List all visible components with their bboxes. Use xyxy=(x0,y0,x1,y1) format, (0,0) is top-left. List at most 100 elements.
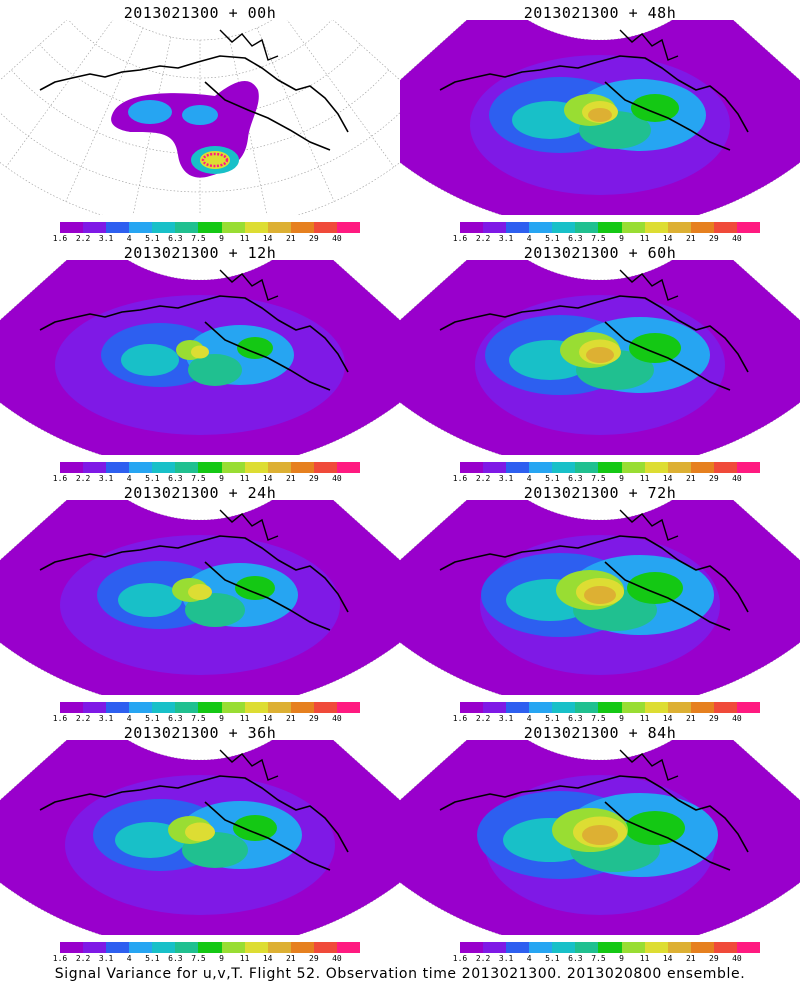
scale-label: 29 xyxy=(309,954,319,963)
color-swatch xyxy=(313,462,337,473)
color-swatch xyxy=(529,942,553,953)
color-swatch xyxy=(221,702,245,713)
scale-label: 2.2 xyxy=(75,714,91,723)
color-scale-labels: 1.6 2.2 3.1 4 5.1 6.3 7.5 9 11 14 21 29 40 xyxy=(53,954,360,964)
color-swatch xyxy=(483,462,507,473)
scale-label: 7.5 xyxy=(591,714,606,723)
scale-label: 4 xyxy=(526,714,532,723)
color-swatch xyxy=(175,702,199,713)
scale-label: 11 xyxy=(639,954,650,963)
color-swatch xyxy=(483,942,507,953)
scale-label: 3.1 xyxy=(498,954,514,963)
color-swatch xyxy=(506,702,530,713)
color-swatch xyxy=(690,462,714,473)
color-swatch xyxy=(244,702,268,713)
color-swatch xyxy=(460,702,484,713)
forecast-panel: 2013021300 + 36h 1.6 2.2 3.1 4 5.1 6.3 7.5 9 11 14… xyxy=(0,720,400,965)
color-swatch xyxy=(106,462,130,473)
scale-label: 3.1 xyxy=(498,234,514,243)
color-swatch xyxy=(106,702,130,713)
scale-label: 7.5 xyxy=(591,474,606,483)
color-swatch xyxy=(290,702,314,713)
color-swatch xyxy=(129,222,153,233)
figure-footer: Signal Variance for u,v,T. Flight 52. Ob… xyxy=(54,966,746,982)
color-swatch xyxy=(713,702,737,713)
scale-label: 6.3 xyxy=(568,234,583,243)
color-swatch xyxy=(667,942,691,953)
color-swatch xyxy=(267,942,291,953)
color-swatch xyxy=(644,942,668,953)
color-swatch xyxy=(175,222,199,233)
scale-label: 4 xyxy=(526,234,532,243)
scale-label: 4 xyxy=(126,714,132,723)
scale-label: 14 xyxy=(262,234,273,243)
scale-label: 29 xyxy=(709,474,719,483)
color-scale-labels: 1.6 2.2 3.1 4 5.1 6.3 7.5 9 11 14 21 29 40 xyxy=(453,954,760,964)
color-swatch xyxy=(736,942,761,953)
scale-label: 4 xyxy=(526,474,532,483)
color-swatch xyxy=(198,462,222,473)
scale-label: 21 xyxy=(685,474,696,483)
scale-label: 11 xyxy=(639,234,650,243)
color-swatch xyxy=(198,942,222,953)
scale-label: 40 xyxy=(732,714,742,723)
color-swatch xyxy=(336,222,361,233)
variance-region xyxy=(625,811,685,845)
color-swatch xyxy=(575,702,599,713)
scale-label: 5.1 xyxy=(145,714,160,723)
scale-label: 11 xyxy=(639,714,650,723)
scale-label: 5.1 xyxy=(145,954,160,963)
coastline xyxy=(604,321,731,391)
color-swatch xyxy=(667,222,691,233)
color-swatch xyxy=(736,462,761,473)
color-swatch xyxy=(175,942,199,953)
forecast-panel: 2013021300 + 00h 1.6 2.2 3.1 4 5.1 6.3 7.5 9 11 14… xyxy=(0,0,400,245)
color-swatch xyxy=(690,222,714,233)
coastline xyxy=(39,55,349,133)
color-swatch xyxy=(221,462,245,473)
color-swatch xyxy=(221,222,245,233)
scale-label: 29 xyxy=(709,954,719,963)
scale-label: 2.2 xyxy=(475,474,491,483)
scale-label: 40 xyxy=(732,954,742,963)
variance-field xyxy=(400,500,800,695)
scale-label: 1.6 xyxy=(452,714,468,723)
color-swatch xyxy=(667,702,691,713)
color-scale-bar xyxy=(460,942,761,953)
coastline xyxy=(604,561,731,631)
color-swatch xyxy=(290,222,314,233)
variance-field xyxy=(400,740,800,935)
color-swatch xyxy=(690,942,714,953)
polar-map xyxy=(0,740,400,935)
scale-label: 5.1 xyxy=(545,474,560,483)
color-swatch xyxy=(198,702,222,713)
polar-map xyxy=(0,20,400,215)
color-swatch xyxy=(60,702,84,713)
variance-region xyxy=(121,344,179,376)
color-swatch xyxy=(83,702,107,713)
color-swatch xyxy=(83,462,107,473)
panel-title: 2013021300 + 84h xyxy=(523,724,677,742)
scale-label: 6.3 xyxy=(168,954,183,963)
coastline xyxy=(619,269,679,301)
color-swatch xyxy=(244,942,268,953)
scale-label: 9 xyxy=(619,714,624,723)
scale-label: 14 xyxy=(262,474,273,483)
color-swatch xyxy=(552,942,576,953)
scale-label: 3.1 xyxy=(98,714,114,723)
color-swatch xyxy=(483,702,507,713)
scale-label: 21 xyxy=(285,234,296,243)
scale-label: 4 xyxy=(526,954,532,963)
coastline xyxy=(39,775,349,853)
scale-label: 5.1 xyxy=(545,714,560,723)
color-scale-labels: 1.6 2.2 3.1 4 5.1 6.3 7.5 9 11 14 21 29 40 xyxy=(453,714,760,724)
scale-label: 29 xyxy=(309,474,319,483)
forecast-panel: 2013021300 + 48h 1.6 2.2 3.1 4 5.1 6.3 7.5 9 11 14… xyxy=(400,0,800,245)
color-scale-bar xyxy=(60,222,361,233)
color-scale-labels: 1.6 2.2 3.1 4 5.1 6.3 7.5 9 11 14 21 29 40 xyxy=(453,474,760,484)
scale-label: 6.3 xyxy=(568,474,583,483)
scale-label: 11 xyxy=(239,234,250,243)
scale-label: 1.6 xyxy=(52,474,68,483)
scale-label: 11 xyxy=(239,714,250,723)
color-swatch xyxy=(598,942,622,953)
